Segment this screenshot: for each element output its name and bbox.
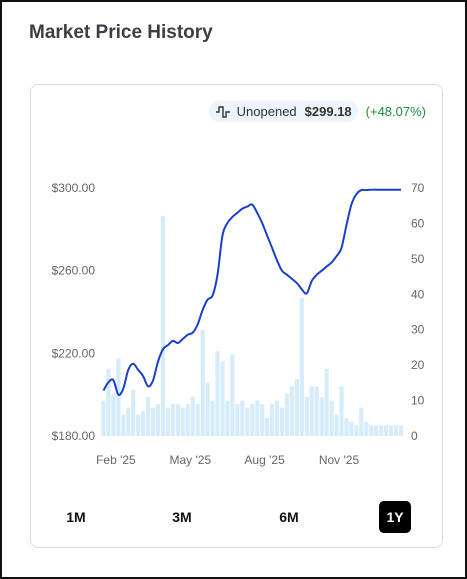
volume-bar	[274, 400, 280, 436]
y-right-tick-label: 10	[411, 394, 425, 408]
x-tick-label: Nov '25	[319, 453, 360, 467]
chart-legend: Unopened $299.18 (+48.07%)	[208, 101, 426, 122]
volume-bar	[329, 400, 334, 436]
chart-card: Unopened $299.18 (+48.07%) $180.00 $220.0…	[30, 84, 443, 548]
volume-bar	[393, 425, 399, 436]
price-line-icon	[215, 105, 230, 118]
volume-bar	[136, 414, 141, 436]
range-button-label: 1Y	[386, 509, 404, 525]
volume-bar	[210, 400, 215, 436]
range-button-6m[interactable]: 6M	[273, 501, 305, 533]
volume-bar	[384, 425, 389, 436]
volume-bar	[289, 386, 294, 436]
volume-bar	[141, 411, 146, 436]
y-right-tick-label: 50	[411, 252, 425, 266]
volume-bar	[270, 404, 275, 436]
volume-bar	[369, 425, 374, 436]
volume-bar	[389, 425, 394, 436]
y-left-tick-label: $220.00	[52, 346, 96, 360]
x-tick-label: Aug '25	[244, 453, 285, 467]
volume-bar	[235, 404, 240, 436]
range-button-3m[interactable]: 3M	[166, 501, 198, 533]
range-button-label: 1M	[66, 509, 86, 525]
y-right-tick-label: 20	[411, 358, 425, 372]
volume-bar	[398, 425, 404, 436]
volume-bar	[250, 404, 255, 436]
page-title: Market Price History	[29, 22, 213, 43]
volume-bar	[240, 400, 245, 436]
volume-bar	[190, 397, 195, 436]
volume-bar	[195, 404, 200, 436]
volume-bar	[116, 358, 121, 436]
volume-bar	[131, 389, 136, 436]
legend-series-pill[interactable]: Unopened $299.18	[208, 101, 358, 122]
legend-current-price: $299.18	[304, 104, 352, 119]
volume-bar	[165, 407, 170, 436]
volume-bar	[354, 425, 359, 436]
volume-bar	[359, 407, 364, 436]
volume-bar	[299, 297, 304, 436]
volume-bar	[339, 386, 344, 436]
volume-bar	[255, 400, 260, 436]
range-button-1y[interactable]: 1Y	[379, 501, 411, 533]
volume-bar	[379, 425, 384, 436]
volume-bar	[220, 361, 225, 436]
volume-bar	[205, 382, 210, 436]
price-history-chart: $180.00 $220.00 $260.00 $300.00 0 10 20 30 40 50 6…	[52, 181, 425, 467]
volume-bar	[146, 397, 151, 436]
volume-bar	[180, 407, 185, 436]
volume-bar	[225, 400, 230, 436]
volume-bar	[319, 397, 324, 436]
range-selector: 1M 3M 6M 1Y	[31, 501, 442, 535]
range-button-1m[interactable]: 1M	[60, 501, 92, 533]
volume-bar	[106, 368, 111, 436]
volume-bar	[284, 393, 290, 436]
volume-bar	[126, 407, 131, 436]
volume-bar	[265, 418, 270, 436]
volume-bar	[175, 404, 180, 436]
y-right-tick-label: 70	[411, 181, 425, 195]
price-line	[102, 188, 401, 396]
range-button-label: 3M	[172, 509, 192, 525]
volume-bar	[344, 418, 349, 436]
volume-bar	[349, 421, 354, 436]
volume-bar	[121, 414, 126, 436]
volume-bar	[155, 404, 161, 436]
volume-bar	[324, 368, 329, 436]
volume-bar	[245, 407, 250, 436]
volume-bar	[260, 404, 265, 436]
legend-price-change: (+48.07%)	[365, 104, 426, 119]
legend-series-name: Unopened	[236, 104, 297, 119]
y-left-tick-label: $300.00	[52, 181, 96, 195]
y-right-tick-label: 0	[411, 429, 418, 443]
volume-bar	[111, 393, 116, 436]
y-right-tick-label: 40	[411, 287, 425, 301]
range-button-label: 6M	[279, 509, 299, 525]
volume-bar	[185, 404, 190, 436]
volume-bar	[215, 351, 220, 436]
volume-bar	[364, 421, 369, 436]
y-right-tick-label: 30	[411, 323, 425, 337]
volume-bar	[151, 407, 156, 436]
y-left-tick-label: $260.00	[52, 264, 96, 278]
volume-bar	[230, 354, 235, 436]
volume-bar	[334, 414, 339, 436]
volume-bar	[374, 425, 379, 436]
volume-bar	[309, 386, 314, 436]
x-tick-label: May '25	[169, 453, 211, 467]
volume-bar	[170, 404, 175, 436]
volume-bar	[200, 329, 205, 436]
volume-bar	[314, 386, 319, 436]
volume-bar	[294, 379, 299, 436]
volume-bar	[279, 407, 285, 436]
volume-bar	[101, 400, 106, 436]
volume-bar	[160, 216, 166, 436]
y-right-tick-label: 60	[411, 216, 425, 230]
volume-bar	[304, 397, 309, 436]
x-tick-label: Feb '25	[96, 453, 136, 467]
y-left-tick-label: $180.00	[52, 429, 96, 443]
